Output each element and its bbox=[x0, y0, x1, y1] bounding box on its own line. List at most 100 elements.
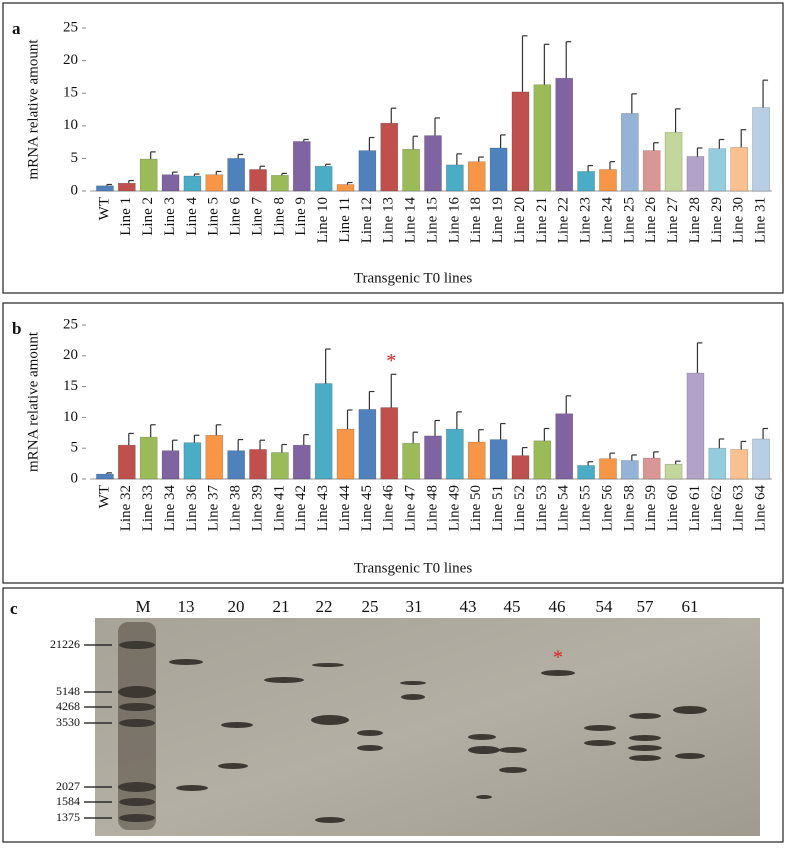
y-tick-label: 5 bbox=[71, 440, 79, 456]
y-axis-label: mRNA relative amount bbox=[25, 39, 41, 180]
x-tick-label: Line 51 bbox=[490, 485, 506, 531]
bar bbox=[183, 442, 202, 480]
bar bbox=[467, 161, 486, 192]
x-tick-label: Line 4 bbox=[184, 197, 200, 236]
panel-c-frame bbox=[2, 587, 784, 843]
bar bbox=[380, 122, 399, 192]
x-tick-label: Line 61 bbox=[687, 485, 703, 531]
bar bbox=[314, 165, 333, 192]
marker-size-label: 2027 bbox=[56, 779, 80, 793]
bar bbox=[271, 175, 289, 192]
bar bbox=[708, 148, 727, 192]
bar bbox=[139, 158, 158, 192]
x-tick-label: Line 6 bbox=[228, 197, 244, 236]
bar bbox=[533, 84, 552, 192]
x-tick-label: WT bbox=[96, 197, 112, 220]
x-tick-label: Line 60 bbox=[665, 485, 681, 531]
bar bbox=[249, 449, 267, 480]
bar bbox=[621, 460, 639, 480]
x-tick-label: Line 15 bbox=[424, 197, 440, 243]
bar bbox=[161, 450, 180, 480]
marker-size-label: 5148 bbox=[56, 684, 80, 698]
x-tick-label: Line 39 bbox=[249, 485, 265, 531]
bar bbox=[511, 455, 530, 480]
x-tick-label: Line 24 bbox=[599, 197, 615, 244]
lane-label: 25 bbox=[362, 597, 379, 616]
bar bbox=[686, 156, 705, 192]
marker-size-label: 3530 bbox=[56, 715, 80, 729]
bar bbox=[96, 185, 114, 192]
y-tick-label: 5 bbox=[71, 150, 79, 166]
panel-b-frame bbox=[2, 302, 784, 584]
bar bbox=[424, 435, 442, 480]
bar bbox=[642, 150, 661, 192]
x-tick-label: Line 18 bbox=[468, 197, 484, 243]
x-tick-label: Line 21 bbox=[534, 197, 550, 243]
bar bbox=[336, 428, 355, 480]
x-tick-label: Line 33 bbox=[140, 485, 156, 531]
x-tick-label: Line 55 bbox=[578, 485, 594, 531]
blot-annotation: * bbox=[553, 647, 563, 669]
bar bbox=[205, 174, 224, 192]
x-tick-label: Line 12 bbox=[359, 197, 375, 243]
x-tick-label: Line 47 bbox=[403, 485, 419, 532]
x-tick-label: Line 22 bbox=[556, 197, 572, 243]
x-tick-label: Line 43 bbox=[315, 485, 331, 531]
lane-label: 45 bbox=[504, 597, 521, 616]
y-tick-label: 25 bbox=[63, 316, 78, 332]
lane-label: 46 bbox=[549, 597, 566, 616]
x-tick-label: Line 1 bbox=[118, 197, 134, 236]
bar bbox=[227, 450, 245, 480]
panel-a-frame bbox=[2, 2, 784, 294]
x-tick-label: Line 58 bbox=[621, 485, 637, 531]
bar bbox=[117, 444, 136, 480]
x-tick-label: Line 46 bbox=[381, 485, 397, 532]
bar bbox=[555, 77, 574, 192]
bar bbox=[599, 458, 617, 480]
lane-label: 22 bbox=[316, 597, 333, 616]
y-axis-label: mRNA relative amount bbox=[25, 331, 41, 472]
marker-size-label: 4268 bbox=[56, 699, 80, 713]
x-tick-label: Line 54 bbox=[556, 485, 572, 532]
x-tick-label: Line 26 bbox=[643, 197, 659, 244]
x-tick-label: Line 13 bbox=[381, 197, 397, 243]
bar bbox=[402, 442, 420, 480]
panel-label: b bbox=[12, 319, 21, 338]
x-tick-label: Line 29 bbox=[709, 197, 725, 243]
x-tick-label: Line 11 bbox=[337, 197, 353, 243]
y-tick-label: 0 bbox=[71, 182, 79, 198]
bar bbox=[730, 147, 749, 192]
bar bbox=[511, 91, 530, 192]
x-tick-label: Line 25 bbox=[621, 197, 637, 243]
blot-image bbox=[95, 618, 760, 836]
bar bbox=[621, 113, 639, 192]
lane-label: 13 bbox=[178, 597, 195, 616]
bar bbox=[227, 158, 245, 192]
bar bbox=[489, 439, 508, 480]
bar bbox=[686, 372, 705, 480]
bar bbox=[117, 182, 136, 192]
x-tick-label: Line 14 bbox=[403, 197, 419, 244]
x-tick-label: Line 9 bbox=[293, 197, 309, 236]
x-tick-label: Line 37 bbox=[206, 485, 222, 532]
bar bbox=[467, 441, 486, 480]
bar bbox=[139, 436, 158, 480]
bar bbox=[336, 184, 355, 192]
x-tick-label: Line 36 bbox=[184, 485, 200, 532]
bar bbox=[358, 409, 377, 480]
x-tick-label: Line 30 bbox=[731, 197, 747, 243]
x-tick-label: Line 42 bbox=[293, 485, 309, 531]
lane-label: 61 bbox=[682, 597, 699, 616]
marker-size-label: 21226 bbox=[50, 637, 80, 651]
panel-label: a bbox=[12, 19, 21, 38]
bar bbox=[599, 169, 617, 192]
x-tick-label: Line 41 bbox=[271, 485, 287, 531]
x-tick-label: Line 19 bbox=[490, 197, 506, 243]
lane-label: 21 bbox=[273, 597, 290, 616]
x-tick-label: Line 45 bbox=[359, 485, 375, 531]
bar bbox=[577, 171, 595, 192]
bar bbox=[730, 449, 749, 480]
bar bbox=[96, 473, 114, 480]
x-tick-label: Line 23 bbox=[578, 197, 594, 243]
x-tick-label: WT bbox=[96, 485, 112, 508]
